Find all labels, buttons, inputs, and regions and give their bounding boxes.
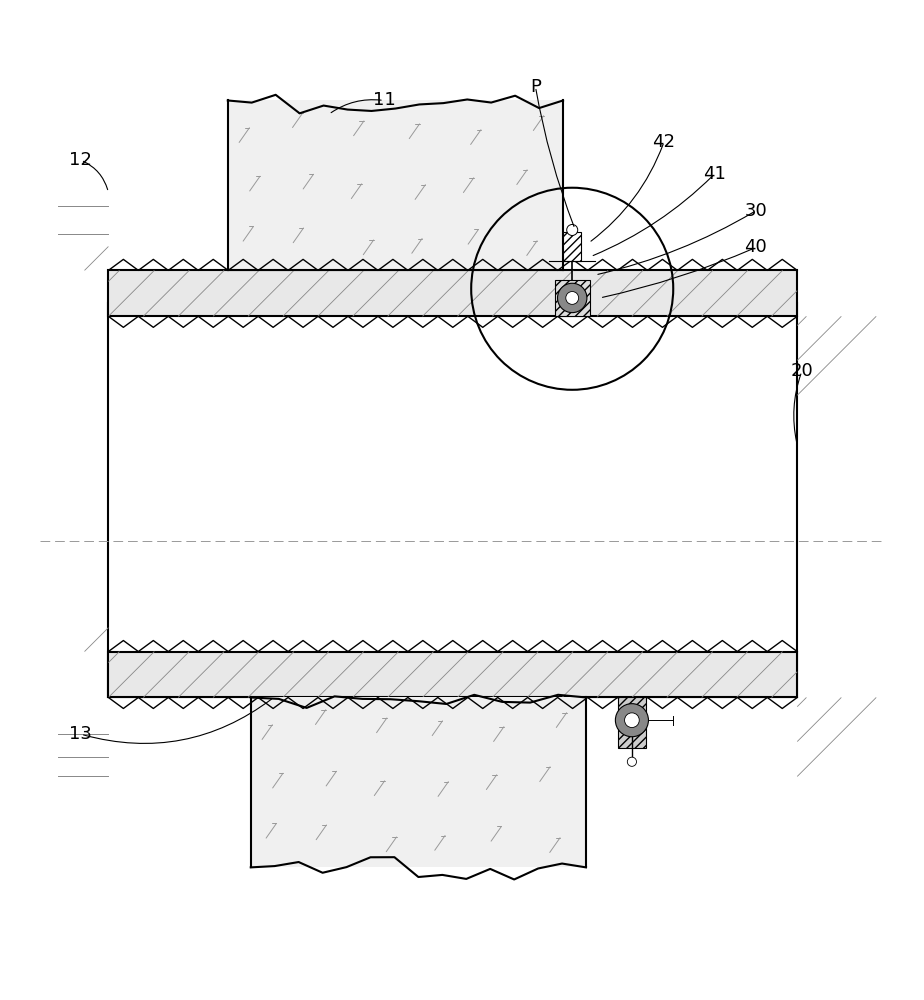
Text: P: P bbox=[530, 78, 541, 96]
Bar bbox=[108, 270, 797, 316]
Text: 41: 41 bbox=[703, 165, 726, 183]
Circle shape bbox=[557, 283, 587, 313]
Text: 42: 42 bbox=[652, 133, 675, 151]
Text: 20: 20 bbox=[790, 362, 813, 380]
Text: 13: 13 bbox=[69, 725, 92, 743]
Text: 40: 40 bbox=[745, 238, 767, 256]
Circle shape bbox=[566, 224, 578, 235]
Bar bbox=[108, 652, 797, 697]
Text: 11: 11 bbox=[372, 91, 395, 109]
Circle shape bbox=[615, 704, 649, 737]
Text: 12: 12 bbox=[69, 151, 92, 169]
Bar bbox=[250, 697, 586, 867]
Bar bbox=[563, 232, 581, 261]
Bar bbox=[618, 697, 646, 748]
Bar bbox=[554, 280, 590, 316]
Circle shape bbox=[625, 713, 639, 728]
Circle shape bbox=[627, 757, 637, 766]
Bar bbox=[108, 303, 797, 697]
Text: 30: 30 bbox=[745, 202, 767, 220]
Bar bbox=[228, 100, 563, 270]
Circle shape bbox=[565, 292, 578, 304]
